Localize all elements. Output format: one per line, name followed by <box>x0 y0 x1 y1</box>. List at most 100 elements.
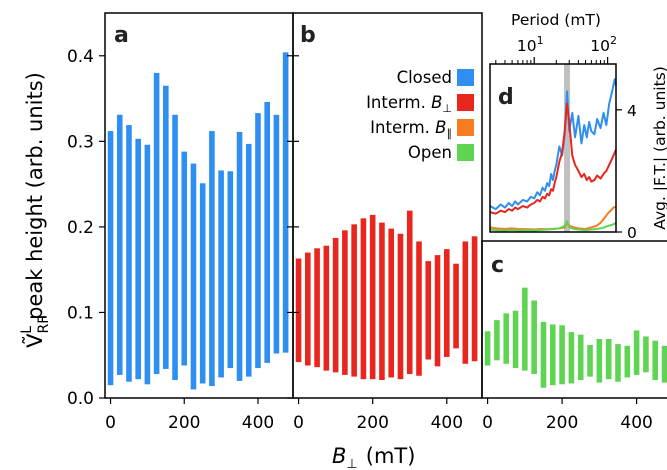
bar-b-14 <box>425 261 432 360</box>
y-tick-label-3: 0.3 <box>67 132 94 152</box>
panel-c-bars <box>484 287 667 388</box>
inset-series-1 <box>489 102 617 215</box>
legend-swatch-interm-par <box>457 119 474 136</box>
bar-a-8 <box>181 151 188 366</box>
bar-c-5 <box>531 300 537 375</box>
x-axis-title-unit: (mT) <box>366 444 416 468</box>
bar-b-18 <box>462 241 469 364</box>
legend-label-interm-perp: Interm. B⊥ <box>366 93 452 115</box>
legend-label-open: Open <box>408 143 452 162</box>
x-tick-label-b-2: 400 <box>431 413 463 433</box>
legend-swatch-open <box>457 144 474 161</box>
bar-c-10 <box>577 334 584 381</box>
inset-series-0 <box>489 78 617 211</box>
bar-a-11 <box>209 131 215 387</box>
x-axis-title-symbol: B <box>332 444 346 468</box>
bar-c-15 <box>624 345 631 378</box>
bar-c-1 <box>494 320 500 361</box>
bar-a-7 <box>172 114 178 381</box>
legend: Closed Interm. B⊥ Interm. B∥ Open <box>366 68 474 162</box>
y-axis-title-sub: RF <box>36 316 52 334</box>
bar-c-17 <box>643 336 649 373</box>
bar-c-16 <box>633 330 640 375</box>
bar-c-14 <box>615 344 621 382</box>
bar-a-12 <box>218 170 224 378</box>
y-tick-label-0: 0.0 <box>67 389 94 409</box>
bar-c-11 <box>587 344 593 377</box>
inset-y-tick-label-1: 4 <box>627 102 637 120</box>
bar-a-17 <box>264 101 270 363</box>
bar-c-3 <box>512 310 519 369</box>
bar-a-15 <box>245 143 252 377</box>
bar-a-9 <box>190 163 197 390</box>
panel-label-b: b <box>300 23 316 48</box>
legend-label-interm-par: Interm. B∥ <box>370 118 452 140</box>
legend-label-closed: Closed <box>397 68 452 87</box>
x-axis: 0 200 400 0 200 400 0 200 400 <box>105 398 653 433</box>
y-axis: 0.0 0.1 0.2 0.3 0.4 <box>67 47 299 409</box>
inset-d-frame <box>489 63 617 233</box>
bar-c-12 <box>596 338 603 383</box>
panel-a-bars <box>107 52 289 390</box>
bar-a-0 <box>107 131 114 386</box>
bar-a-16 <box>255 113 261 369</box>
panel-label-c: c <box>491 253 504 278</box>
x-tick-label-c-2: 400 <box>620 413 652 433</box>
bar-a-1 <box>116 114 123 375</box>
inset-y-tick-label-0: 0 <box>627 224 637 242</box>
inset-d-ticks: 101 102 0 4 <box>495 34 637 242</box>
bar-a-10 <box>199 183 206 384</box>
bar-b-19 <box>471 236 478 362</box>
inset-d: 101 102 0 4 d Period (mT) Avg. |F.T.| (arb.… <box>489 11 667 242</box>
inset-d-highlight-band <box>564 64 571 232</box>
y-tick-label-1: 0.1 <box>67 303 94 323</box>
bar-b-8 <box>369 214 376 380</box>
y-tick-label-2: 0.2 <box>67 218 94 238</box>
y-tick-label-4: 0.4 <box>67 47 94 67</box>
legend-swatch-interm-perp <box>457 94 474 111</box>
inset-d-y-label: Avg. |F.T.| (arb. units) <box>651 66 667 230</box>
bar-a-5 <box>153 72 160 375</box>
panel-b-bars <box>295 210 478 381</box>
bar-a-19 <box>282 52 289 353</box>
bar-a-6 <box>163 85 169 369</box>
bar-b-6 <box>351 224 357 377</box>
panel-c-frame <box>481 240 667 399</box>
bar-b-12 <box>406 210 413 375</box>
bar-b-16 <box>443 249 450 357</box>
bar-c-19 <box>661 345 667 383</box>
panel-b-frame <box>292 12 483 399</box>
bar-b-10 <box>388 228 395 378</box>
bar-c-18 <box>652 340 659 381</box>
bar-b-13 <box>416 241 422 376</box>
bar-b-7 <box>360 218 367 380</box>
x-tick-label-a-2: 400 <box>242 413 274 433</box>
x-tick-label-a-1: 200 <box>168 413 200 433</box>
bar-b-4 <box>332 238 339 373</box>
bar-c-7 <box>549 324 556 386</box>
y-axis-title: ṼRFLpeak height (arb. units) <box>19 72 52 348</box>
bar-b-17 <box>453 263 459 349</box>
x-tick-label-b-1: 200 <box>356 413 388 433</box>
bar-c-9 <box>568 332 575 384</box>
inset-d-x-label: Period (mT) <box>511 11 601 29</box>
bar-c-2 <box>503 313 510 364</box>
bar-a-3 <box>135 138 141 380</box>
y-axis-title-symbol: Ṽ <box>21 333 47 348</box>
bar-b-3 <box>323 245 330 371</box>
bar-c-6 <box>540 321 547 388</box>
bar-b-9 <box>379 222 385 381</box>
x-tick-label-c-1: 200 <box>546 413 578 433</box>
bar-c-13 <box>605 338 612 380</box>
panel-label-a: a <box>114 23 129 48</box>
bar-a-13 <box>227 171 234 369</box>
x-tick-label-c-0: 0 <box>482 413 493 433</box>
x-axis-title-sub: ⊥ <box>346 457 357 470</box>
inset-series-3 <box>489 220 617 232</box>
bar-b-1 <box>305 252 311 366</box>
x-axis-title: B⊥ (mT) <box>332 444 415 470</box>
svg-text:ṼRFLpeak height (arb. units): ṼRFLpeak height (arb. units) <box>19 72 52 348</box>
bar-a-18 <box>273 114 280 354</box>
bar-b-0 <box>295 258 302 363</box>
